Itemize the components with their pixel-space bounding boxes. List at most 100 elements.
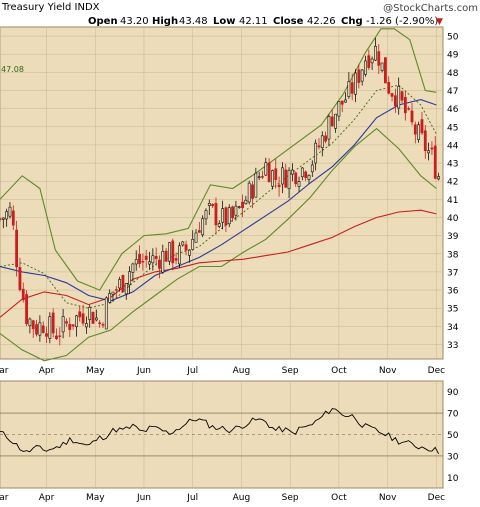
price-y-tick-label: 38 (447, 250, 459, 260)
candle-body (297, 181, 301, 187)
candle-body (35, 324, 38, 335)
candle-body (417, 124, 421, 140)
candle-body (41, 325, 45, 333)
candle-body (148, 261, 151, 265)
price-y-tick-label: 42 (447, 178, 458, 188)
candle-body (277, 184, 281, 188)
candle-body (231, 206, 234, 219)
chg-down-arrow-icon: ▼ (436, 17, 443, 27)
candle-body (267, 162, 271, 183)
candle-body (427, 150, 431, 154)
candle-body (21, 288, 25, 301)
candle-body (217, 223, 221, 227)
candle-body (131, 263, 135, 273)
candle-body (367, 55, 371, 69)
candle-body (194, 232, 198, 243)
candle-body (91, 311, 95, 324)
candle-body (347, 81, 351, 97)
rsi-y-tick-label: 30 (447, 452, 459, 462)
candle-body (28, 318, 32, 326)
candle-body (433, 145, 437, 179)
candle-body (81, 313, 85, 324)
price-overlays (0, 28, 437, 362)
rsi-x-tick-label: May (86, 493, 105, 503)
candle-body (197, 230, 201, 233)
candle-body (241, 201, 244, 209)
chg-label: Chg (341, 16, 363, 27)
rsi-x-tick-label: Jun (136, 493, 151, 503)
candle-body (327, 116, 331, 140)
bollinger-lower-line (0, 127, 437, 362)
candle-body (413, 124, 417, 135)
rsi-x-tick-label: Mar (0, 493, 9, 503)
open-label: Open (88, 16, 118, 27)
rsi-x-tick-label: Sep (282, 493, 299, 503)
candle-body (387, 82, 391, 94)
price-y-tick-label: 34 (447, 323, 459, 333)
candle-body (344, 99, 347, 103)
candle-body (48, 316, 52, 339)
candle-body (1, 217, 5, 220)
candle-body (374, 45, 377, 61)
candle-body (68, 324, 72, 330)
chart-title: Treasury Yield INDX (1, 2, 100, 13)
candle-body (264, 162, 268, 176)
price-y-tick-label: 47 (447, 87, 458, 97)
left-annotation: 47.08 (1, 65, 24, 74)
candle-body (38, 322, 42, 336)
price-panel-border (0, 26, 444, 360)
rsi-x-tick-label: Aug (233, 493, 251, 503)
candle-body (8, 206, 12, 217)
candle-body (18, 267, 22, 291)
candle-body (251, 184, 254, 199)
candle-body (290, 169, 294, 175)
candle-body (360, 69, 364, 82)
candle-body (261, 176, 264, 178)
candle-body (237, 206, 241, 208)
candle-body (111, 291, 115, 295)
candle-body (108, 293, 112, 303)
candle-body (204, 210, 208, 220)
rsi-x-axis: Mar Apr May Jun Jul Aug Sep Oct Nov Dec (0, 493, 445, 503)
candle-body (161, 251, 165, 273)
candle-body (174, 258, 178, 261)
candle-body (88, 306, 92, 320)
price-x-tick-label: Aug (233, 366, 251, 376)
price-x-tick-label: Sep (282, 366, 299, 376)
candle-body (138, 254, 141, 264)
rsi-x-tick-label: Jul (186, 493, 198, 503)
price-x-tick-label: Dec (428, 366, 445, 376)
candle-body (304, 171, 308, 178)
candle-body (25, 294, 28, 325)
candle-body (51, 312, 55, 334)
candle-body (324, 135, 328, 142)
price-y-tick-label: 39 (447, 232, 459, 242)
price-x-tick-label: May (86, 366, 105, 376)
candle-body (5, 211, 9, 220)
candle-body (397, 86, 401, 109)
candle-body (300, 167, 304, 178)
candle-body (271, 170, 274, 187)
price-y-tick-label: 40 (447, 214, 459, 224)
candle-body (31, 320, 35, 330)
price-y-tick-label: 43 (447, 160, 458, 170)
rsi-grid (0, 381, 443, 488)
candle-body (187, 249, 191, 256)
price-x-tick-label: Mar (0, 366, 9, 376)
rsi-y-tick-label: 10 (447, 474, 459, 484)
candle-body (400, 91, 404, 101)
candle-body (207, 203, 211, 206)
candle-body (294, 172, 298, 185)
candle-body (171, 240, 175, 264)
rsi-line (0, 408, 439, 455)
price-y-tick-label: 50 (447, 33, 459, 43)
price-y-tick-label: 36 (447, 287, 459, 297)
candle-body (15, 229, 19, 268)
candle-body (128, 271, 131, 286)
price-y-axis: 33 34 35 36 37 38 39 40 41 42 43 44 45 46 47 48 49 50 (447, 33, 459, 351)
candle-body (284, 169, 288, 188)
rsi-x-tick-label: Apr (39, 493, 55, 503)
candle-body (393, 95, 397, 107)
ma50-line (0, 99, 437, 302)
